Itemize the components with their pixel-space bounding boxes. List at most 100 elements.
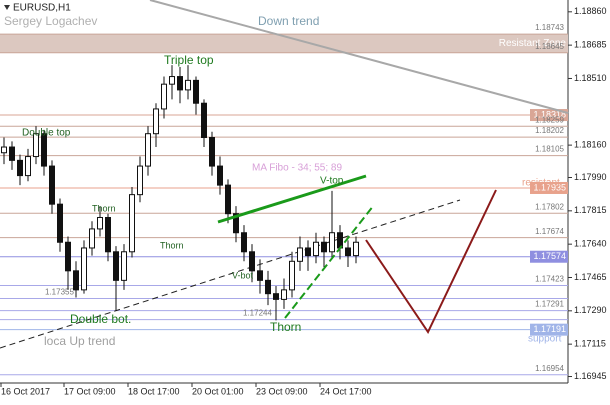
candle-body — [321, 241, 327, 253]
level-label: 1.16954 — [535, 364, 564, 373]
candle-body — [169, 76, 175, 85]
candle-body — [57, 203, 63, 243]
annotation: Down trend — [258, 14, 319, 28]
y-tick-label: 1.18860 — [574, 6, 607, 16]
y-tick-label: 1.17815 — [574, 205, 607, 215]
x-tick-label: 18 Oct 17:00 — [128, 386, 180, 396]
x-tick-label: 24 Oct 17:00 — [320, 386, 372, 396]
level-label: 1.17574 — [533, 251, 566, 261]
annotation: support — [528, 334, 562, 345]
candle-body — [41, 133, 47, 167]
candle-body — [113, 251, 119, 281]
candle-body — [121, 251, 127, 281]
candle-body — [273, 293, 279, 300]
candle-body — [129, 194, 135, 253]
x-tick-label: 17 Oct 09:00 — [64, 386, 116, 396]
candle-body — [225, 184, 231, 215]
resistant-zone — [0, 34, 568, 53]
candle-body — [201, 102, 207, 139]
annotation: MA Fibo - 34; 55; 89 — [252, 163, 342, 174]
annotation: Double bot. — [70, 312, 131, 326]
y-tick-label: 1.18685 — [574, 40, 607, 50]
level-label: 1.17423 — [535, 275, 564, 284]
x-tick-label: 16 Oct 2017 — [1, 386, 50, 396]
y-tick-label: 1.17640 — [574, 239, 607, 249]
y-tick-label: 1.18160 — [574, 139, 607, 149]
annotation: Double top — [22, 128, 71, 139]
level-label-box — [530, 323, 568, 336]
annotation: Thorn — [160, 240, 184, 250]
level-label-box — [530, 250, 568, 263]
candle-body — [65, 241, 71, 272]
candle-body — [185, 79, 191, 91]
candle-body — [257, 270, 263, 281]
candle-body — [177, 76, 183, 91]
x-tick-label: 23 Oct 09:00 — [256, 386, 308, 396]
candle-body — [153, 108, 159, 135]
level-label: 1.17244 — [243, 309, 272, 318]
level-label: 1.17355 — [45, 288, 74, 297]
candle-body — [49, 165, 55, 205]
candle-body — [313, 241, 319, 257]
annotation: resistant — [522, 178, 560, 189]
level-label: 1.17191 — [533, 324, 566, 334]
level-label-box — [530, 181, 568, 194]
level-label: 1.18743 — [535, 23, 564, 32]
candle-body — [25, 156, 31, 177]
candle-body — [33, 133, 39, 158]
level-label: 1.18105 — [535, 145, 564, 154]
x-tick-label: 20 Oct 01:00 — [192, 386, 244, 396]
candle-body — [1, 146, 7, 154]
candle-body — [265, 279, 271, 295]
level-label: 1.18318 — [533, 109, 566, 119]
candle-body — [193, 79, 199, 104]
y-tick-label: 1.17115 — [574, 339, 606, 349]
candle-body — [81, 247, 87, 291]
candle-body — [217, 165, 223, 186]
y-tick-label: 1.18510 — [574, 73, 607, 83]
candle-body — [89, 228, 95, 249]
level-label: 1.18645 — [535, 42, 564, 51]
level-label: 1.17935 — [533, 182, 566, 192]
annotation: Triple top — [164, 53, 214, 67]
v-top-line — [217, 174, 367, 224]
candle-body — [249, 251, 255, 272]
candle-body — [281, 289, 287, 300]
annotation: Thorn — [92, 203, 116, 213]
y-tick-label: 1.17990 — [574, 172, 607, 182]
candle-body — [233, 213, 239, 234]
level-label: 1.18202 — [535, 126, 564, 135]
level-label-box — [530, 109, 568, 122]
y-tick-label: 1.17465 — [574, 272, 607, 282]
symbol-title: EURUSD,H1 — [13, 3, 71, 14]
candle-body — [241, 232, 247, 253]
candle-body — [289, 260, 295, 291]
annotation: V-top — [320, 176, 344, 187]
candle-body — [353, 241, 359, 257]
down-trend-line — [149, 0, 569, 114]
y-tick-label: 1.17290 — [574, 305, 607, 315]
candle-body — [145, 133, 151, 167]
candle-body — [297, 247, 303, 262]
candle-body — [17, 159, 23, 177]
annotation: V-bot — [232, 270, 254, 280]
author: Sergey Logachev — [4, 14, 97, 28]
candle-body — [345, 247, 351, 257]
symbol-icon — [4, 5, 10, 10]
up-trend-line — [0, 199, 461, 349]
candle-body — [209, 137, 215, 167]
projection — [365, 189, 497, 335]
candle-body — [73, 270, 79, 291]
y-tick-label: 1.16945 — [574, 371, 607, 381]
zone-label: Resistant Zone — [499, 38, 567, 49]
candle-body — [97, 216, 103, 230]
level-label: 1.17291 — [535, 300, 564, 309]
candle-body — [105, 216, 111, 253]
candle-body — [161, 83, 167, 110]
annotation: Thorn — [270, 320, 301, 334]
candle-body — [329, 232, 335, 253]
candle-body — [9, 146, 15, 161]
level-label: 1.18259 — [535, 115, 564, 124]
